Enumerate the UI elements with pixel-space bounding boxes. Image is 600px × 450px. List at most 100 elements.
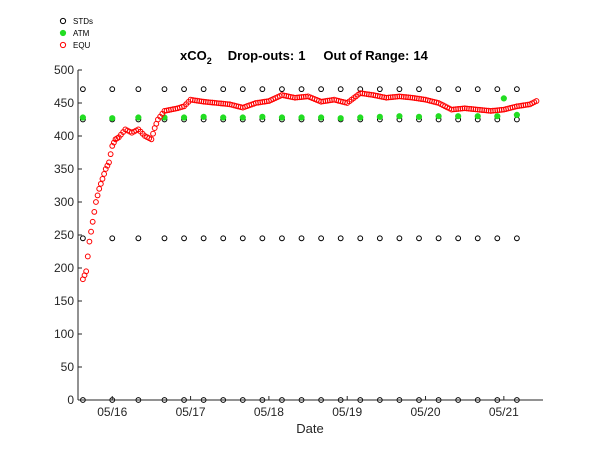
legend-entry-equ: EQU — [59, 41, 91, 50]
legend-label-equ: EQU — [73, 41, 91, 50]
stds-point — [337, 235, 344, 242]
stds-point — [259, 235, 266, 242]
stds-point — [396, 86, 403, 93]
stds-point — [79, 86, 86, 93]
title-dropouts-value: 1 — [298, 48, 305, 63]
atm-point — [415, 113, 423, 120]
atm-point — [220, 114, 227, 121]
atm-point — [357, 114, 364, 121]
stds-point — [135, 86, 142, 93]
equ-point — [102, 166, 109, 172]
stds-point — [298, 86, 305, 93]
atm-point — [337, 115, 344, 122]
atm-point — [135, 114, 142, 121]
equ-point — [148, 136, 155, 143]
atm-point — [455, 113, 462, 120]
atm-point — [474, 113, 481, 120]
equ-point — [84, 253, 91, 260]
equ-point — [101, 171, 108, 177]
title-main: xCO — [180, 48, 207, 63]
atm-point — [180, 114, 188, 121]
equ-point — [88, 228, 94, 235]
stds-point — [135, 235, 142, 242]
stds-point — [259, 86, 266, 93]
plot-area — [78, 70, 543, 400]
stds-point — [474, 86, 481, 93]
atm-point — [278, 114, 286, 121]
equ-point — [106, 159, 112, 166]
stds-point — [494, 235, 501, 242]
atm-point — [376, 113, 383, 120]
stds-point — [513, 86, 520, 93]
x-tick-label: 05/16 — [97, 405, 127, 419]
legend-label-stds: STDs — [73, 17, 93, 26]
stds-point — [396, 235, 403, 242]
stds-point — [376, 86, 383, 93]
title-out-of-range-label: Out of Range: — [323, 48, 409, 63]
stds-point — [239, 235, 246, 242]
stds-point — [318, 235, 325, 242]
atm-point — [79, 114, 86, 121]
atm-point — [298, 114, 305, 121]
stds-point — [181, 235, 187, 242]
stds-point — [494, 86, 501, 93]
y-tick-label: 450 — [54, 96, 74, 110]
legend: STDs ATM EQU — [59, 17, 93, 50]
x-tick-label: 05/20 — [411, 405, 441, 419]
equ-point — [107, 151, 114, 158]
stds-point — [279, 235, 285, 242]
stds-point — [416, 86, 422, 93]
x-tick-label: 05/17 — [176, 405, 206, 419]
stds-point — [161, 86, 168, 93]
atm-point — [239, 114, 246, 121]
chart-title: xCO2 Drop-outs: 1 Out of Range: 14 — [180, 48, 429, 66]
equ-point — [533, 98, 540, 104]
stds-point — [455, 86, 462, 93]
stds-point — [318, 86, 325, 93]
y-tick-label: 100 — [54, 327, 74, 341]
x-axis-label: Date — [296, 421, 323, 436]
atm-point — [513, 111, 520, 118]
atm-point — [396, 113, 403, 120]
stds-point — [435, 86, 442, 93]
stds-point — [181, 86, 187, 93]
equ-point — [150, 130, 156, 137]
y-tick-label: 300 — [54, 195, 74, 209]
equ-point — [91, 209, 98, 215]
equ-point — [93, 199, 99, 205]
stds-point — [474, 235, 481, 242]
x-tick-label: 05/21 — [489, 405, 519, 419]
equ-point — [104, 162, 111, 169]
legend-marker-equ — [59, 41, 67, 49]
stds-point — [513, 235, 520, 242]
atm-point — [494, 113, 501, 120]
stds-point — [109, 86, 116, 93]
stds-point — [220, 86, 227, 93]
equ-point — [94, 192, 101, 199]
data-marks — [79, 86, 540, 403]
stds-point — [435, 235, 442, 242]
title-dropouts-label: Drop-outs: — [228, 48, 294, 63]
y-tick-label: 150 — [54, 294, 74, 308]
x-tick-label: 05/19 — [332, 405, 362, 419]
atm-point — [318, 114, 325, 121]
stds-point — [298, 235, 305, 242]
equ-point — [86, 238, 93, 245]
atm-point — [259, 113, 266, 120]
equ-point — [97, 180, 104, 187]
legend-marker-atm — [59, 29, 67, 37]
atm-point — [500, 95, 507, 102]
stds-point — [416, 235, 422, 242]
stds-point — [161, 235, 168, 242]
x-tick-label: 05/18 — [254, 405, 284, 419]
atm-point — [435, 113, 442, 120]
y-tick-label: 0 — [67, 393, 74, 407]
title-subscript: 2 — [207, 56, 212, 66]
stds-point — [455, 235, 462, 242]
axes: 0 50 100 150 200 250 300 350 400 450 500 05/16 05/17… — [54, 63, 543, 419]
legend-marker-stds — [59, 17, 67, 25]
y-tick-label: 400 — [54, 129, 74, 143]
stds-point — [357, 235, 364, 242]
equ-point — [83, 268, 90, 275]
y-tick-label: 500 — [54, 63, 74, 77]
